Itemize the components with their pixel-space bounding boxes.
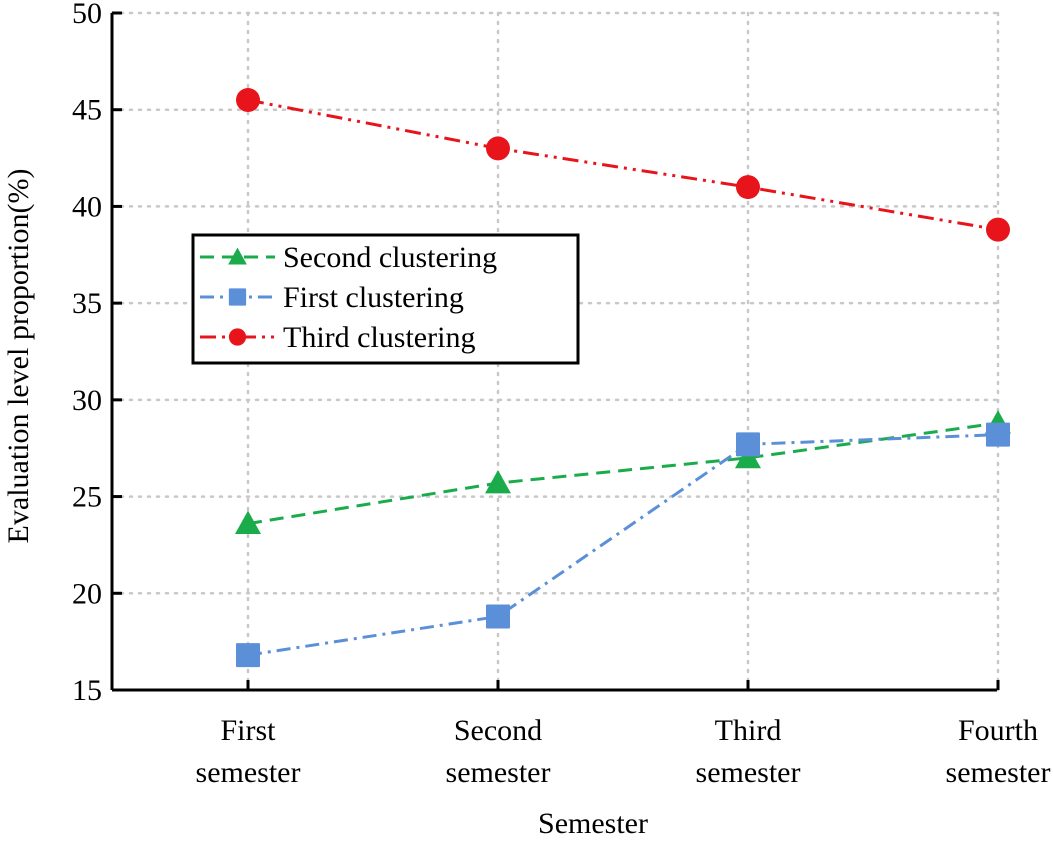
y-tick-label: 40 xyxy=(72,190,102,223)
legend-entry: Third clustering xyxy=(200,321,475,354)
series-layer xyxy=(235,88,1011,668)
data-point-triangle xyxy=(735,444,761,469)
x-tick-label: First xyxy=(220,714,276,747)
x-tick-label: semester xyxy=(946,756,1051,789)
y-tick-label: 45 xyxy=(72,94,102,127)
tick-labels: 15 20 25 30 35 40 45 50 First semester Second semes… xyxy=(72,0,1050,789)
series-second-clustering xyxy=(235,410,1011,535)
y-tick-label: 50 xyxy=(72,0,102,30)
x-tick-label: Fourth xyxy=(958,714,1038,747)
data-point-circle xyxy=(236,88,260,113)
legend-label: First clustering xyxy=(283,281,464,314)
data-point-square xyxy=(986,422,1010,447)
x-tick-label: semester xyxy=(196,756,301,789)
data-point-square xyxy=(486,604,510,629)
y-axis-title: Evaluation level proportion(%) xyxy=(2,169,35,544)
legend-entry: Second clustering xyxy=(200,241,497,274)
y-tick-label: 30 xyxy=(72,384,102,417)
x-tick-label: semester xyxy=(446,756,551,789)
y-tick-label: 25 xyxy=(72,481,102,514)
data-point-square xyxy=(736,432,760,457)
series-third-clustering xyxy=(236,88,1010,242)
legend-marker-triangle xyxy=(228,247,247,265)
legend-label: Third clustering xyxy=(283,321,475,354)
series-line xyxy=(247,433,999,657)
legend-marker-circle xyxy=(228,328,247,346)
series-line xyxy=(247,98,999,232)
y-tick-label: 35 xyxy=(72,287,102,320)
x-axis-title: Semester xyxy=(538,807,648,840)
axes xyxy=(110,11,1000,692)
legend-label: Second clustering xyxy=(283,241,497,274)
series-line xyxy=(247,421,999,526)
data-point-triangle xyxy=(235,510,261,535)
x-tick-label: Third xyxy=(715,714,782,747)
data-point-square xyxy=(236,643,260,668)
y-tick-label: 20 xyxy=(72,577,102,610)
data-point-triangle xyxy=(485,470,511,494)
legend-entry: First clustering xyxy=(200,281,464,314)
data-point-circle xyxy=(986,217,1010,242)
legend-marker-square xyxy=(228,288,247,306)
x-tick-label: semester xyxy=(696,756,801,789)
series-first-clustering xyxy=(236,422,1010,668)
y-tick-label: 15 xyxy=(72,674,102,707)
legend: Second clustering First clustering Third c… xyxy=(191,233,580,365)
data-point-circle xyxy=(486,136,510,161)
x-tick-label: Second xyxy=(454,714,542,747)
data-point-circle xyxy=(736,175,760,200)
